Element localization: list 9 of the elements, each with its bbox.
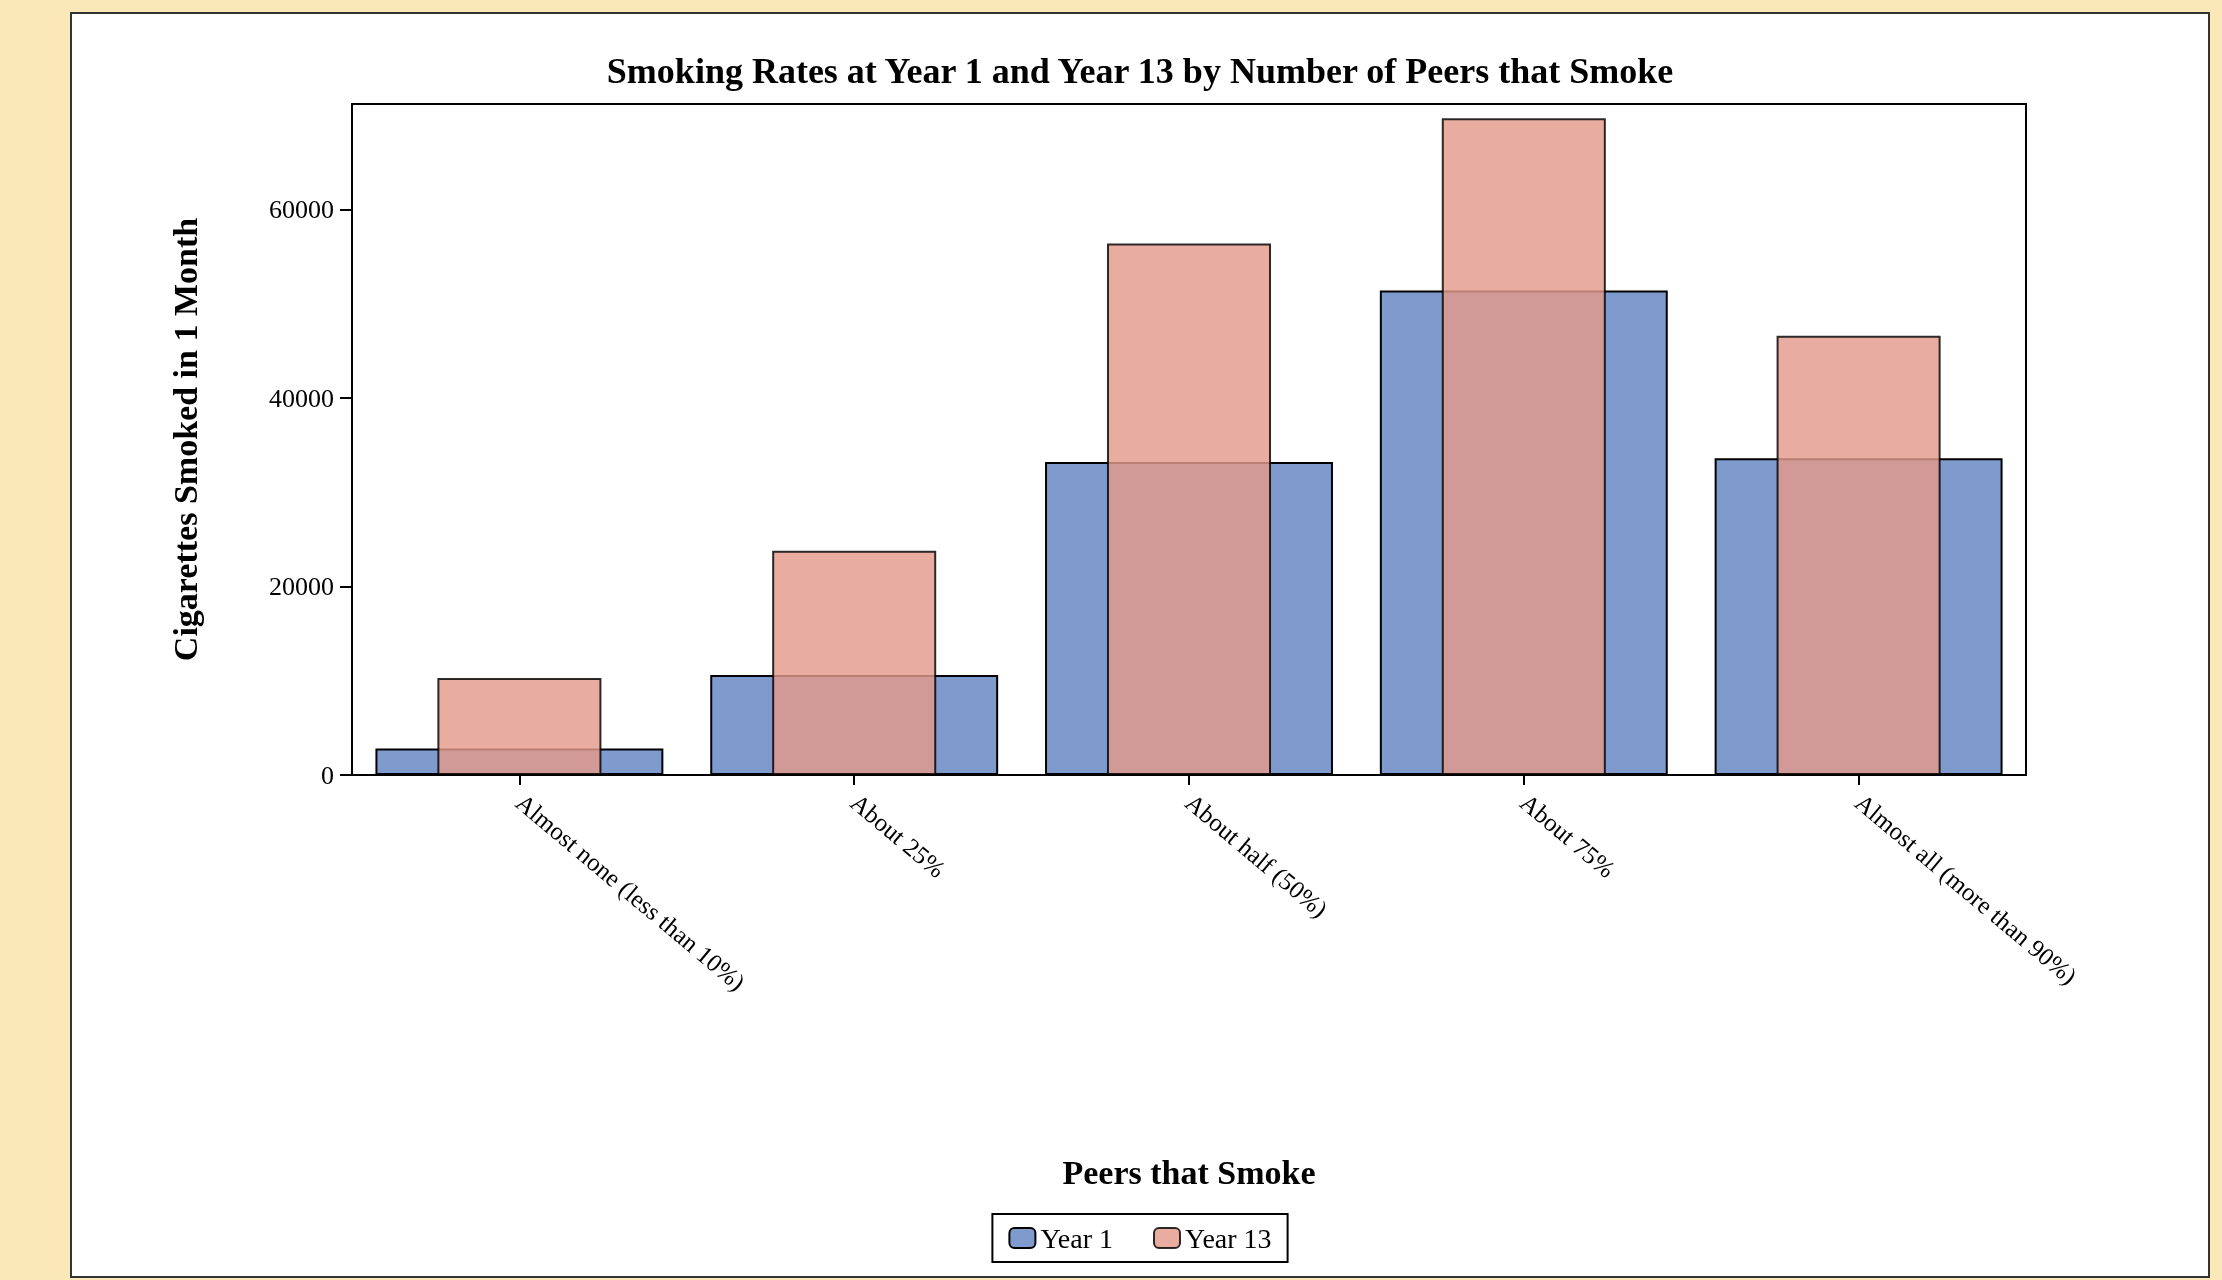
- legend-label: Year 1: [1040, 1222, 1114, 1254]
- legend-label: Year 13: [1185, 1222, 1272, 1254]
- y-tick-label: 0: [321, 760, 334, 790]
- y-tick-label: 60000: [269, 195, 334, 225]
- y-tick-label: 20000: [269, 572, 334, 602]
- y-tick-label: 40000: [269, 383, 334, 413]
- chart-title: Smoking Rates at Year 1 and Year 13 by Number of Peers that Smoke: [606, 51, 1674, 91]
- x-axis-title: Peers that Smoke: [1062, 1153, 1316, 1191]
- y-axis-title: Cigarettes Smoked in 1 Month: [166, 217, 204, 662]
